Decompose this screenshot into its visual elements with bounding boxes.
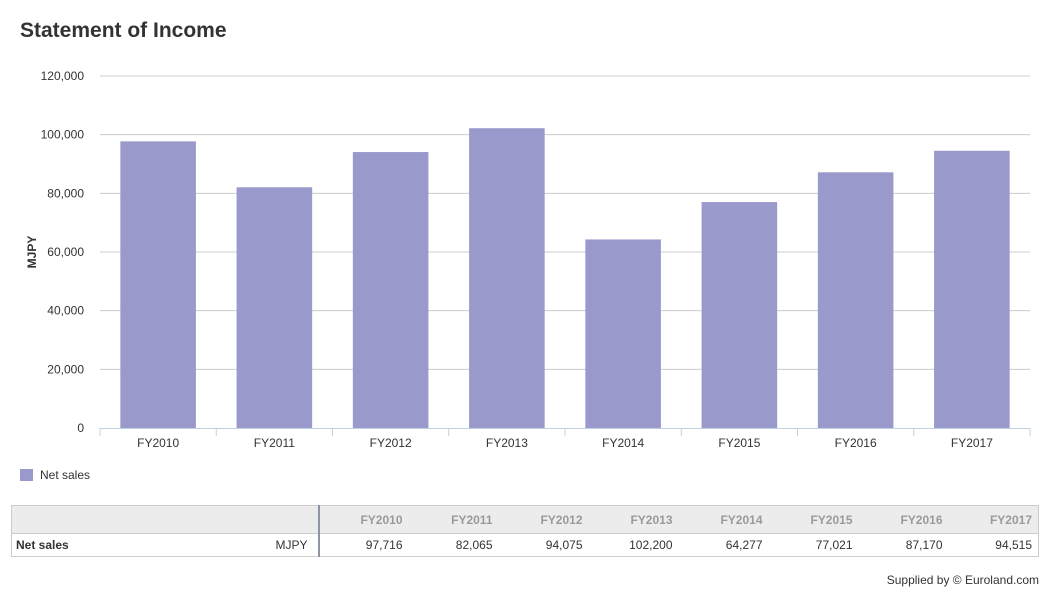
bar <box>817 172 894 428</box>
y-tick-label: 100,000 <box>41 128 85 142</box>
column-header: FY2011 <box>408 505 499 534</box>
table-corner <box>11 505 320 534</box>
x-tick-label: FY2013 <box>486 436 528 450</box>
row-label: Net sales <box>16 538 69 552</box>
legend-label: Net sales <box>40 468 91 482</box>
bar <box>236 187 313 428</box>
bar <box>469 128 545 429</box>
supplied-by[interactable]: Supplied by © Euroland.com <box>886 573 1039 587</box>
table-cell: 77,021 <box>815 538 853 552</box>
table-cell: 87,170 <box>905 538 943 552</box>
x-tick-label: FY2015 <box>718 436 760 450</box>
table-cell: 94,515 <box>995 538 1032 552</box>
chart-legend[interactable]: Net sales <box>20 468 90 482</box>
table-cell: 102,200 <box>629 538 673 552</box>
column-header: FY2012 <box>498 505 589 534</box>
data-table: FY2010 FY2011 FY2012 FY2013 FY2014 FY201… <box>11 505 1039 557</box>
bar <box>701 202 778 428</box>
bar <box>934 150 1010 429</box>
legend-swatch <box>20 469 33 481</box>
y-tick-label: 80,000 <box>47 186 84 200</box>
table-cell: 94,075 <box>545 538 583 552</box>
bar <box>120 141 196 428</box>
table-cell: 64,277 <box>725 538 763 552</box>
chart-title: Statement of Income <box>20 19 227 42</box>
y-tick-label: 60,000 <box>47 245 84 259</box>
table-cell: 97,716 <box>365 538 403 552</box>
y-axis-label: MJPY <box>25 236 39 269</box>
bar <box>352 152 429 428</box>
x-tick-label: FY2011 <box>254 436 295 450</box>
column-header: FY2013 <box>588 505 679 534</box>
y-tick-label: 0 <box>77 421 84 435</box>
x-tick-label: FY2016 <box>835 436 877 450</box>
table-row: Net sales MJPY 97,716 82,065 94,075 102,… <box>11 533 1039 557</box>
column-header: FY2017 <box>948 505 1039 534</box>
column-header: FY2016 <box>858 505 949 534</box>
row-unit: MJPY <box>275 538 308 552</box>
table-cell: 82,065 <box>455 538 493 552</box>
x-tick-label: FY2012 <box>370 436 412 450</box>
column-header: FY2014 <box>678 505 769 534</box>
row-header: Net sales MJPY <box>11 533 320 557</box>
y-tick-label: 40,000 <box>47 304 84 318</box>
y-tick-label: 120,000 <box>41 69 85 83</box>
x-tick-label: FY2014 <box>602 436 644 450</box>
column-header: FY2010 <box>318 505 409 534</box>
column-header: FY2015 <box>768 505 859 534</box>
x-tick-label: FY2010 <box>137 436 179 450</box>
bar <box>585 239 661 428</box>
bar-chart: 0 20,000 40,000 60,000 80,000 100,000 120,000 M… <box>25 69 1031 450</box>
x-tick-label: FY2017 <box>951 436 993 450</box>
table-header-row: FY2010 FY2011 FY2012 FY2013 FY2014 FY201… <box>11 505 1039 534</box>
y-tick-label: 20,000 <box>47 362 84 376</box>
